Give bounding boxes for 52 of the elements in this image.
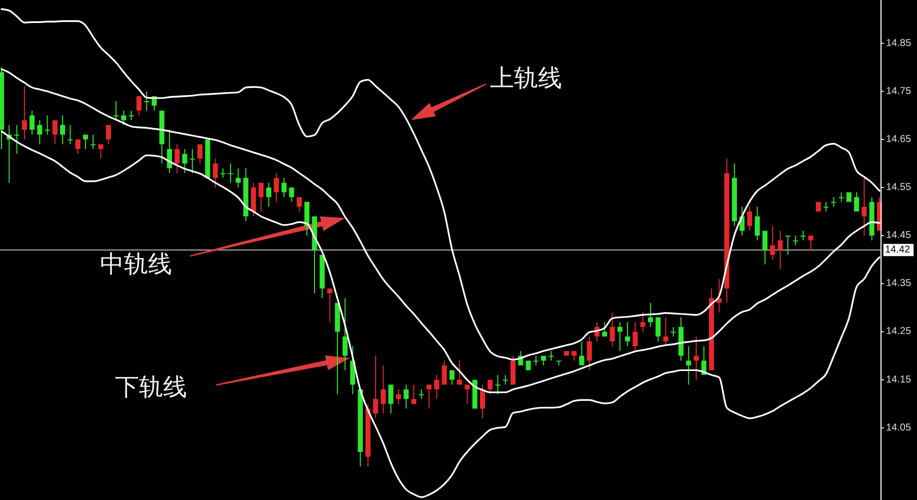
candlestick (838, 192, 844, 202)
annotation: 中轨线 (100, 250, 172, 278)
candlestick (114, 100, 119, 120)
annotation: 下轨线 (115, 373, 187, 401)
candlestick (862, 178, 867, 236)
candlestick (90, 134, 96, 150)
y-tick-label: 14.35 (886, 278, 912, 290)
line-series (0, 8, 880, 360)
candlestick (694, 336, 699, 380)
candlestick (380, 365, 386, 414)
y-tick-label: 14.55 (886, 182, 912, 193)
candlestick (579, 341, 584, 366)
candlestick (824, 202, 829, 212)
candlestick (220, 168, 226, 178)
candlestick (327, 288, 332, 322)
candlestick (190, 149, 195, 174)
candlestick (128, 110, 134, 120)
candlestick (800, 230, 806, 240)
candlestick (808, 236, 814, 250)
candlestick (548, 350, 554, 361)
candlestick (182, 149, 188, 174)
candlestick (426, 384, 432, 409)
candlestick (44, 115, 50, 135)
candlestick (228, 163, 234, 183)
candlestick (625, 322, 630, 346)
y-tick-label: 14.75 (886, 86, 912, 97)
candlestick (495, 375, 500, 394)
candlestick (792, 236, 798, 246)
ref-line-label: 14.42 (885, 244, 910, 256)
candlestick (411, 384, 416, 404)
y-tick-label: 14.85 (886, 38, 912, 49)
y-tick-label: 14.05 (886, 422, 912, 434)
y-tick-label: 14.15 (886, 374, 912, 386)
candlestick (770, 226, 776, 260)
candlestick (831, 197, 836, 207)
annotation: 上轨线 (490, 64, 562, 92)
candlestick (556, 360, 562, 366)
line-series (0, 130, 880, 498)
candlestick (464, 384, 470, 404)
candlestick (670, 326, 676, 337)
candlestick (785, 236, 790, 255)
candlestick (686, 346, 692, 385)
candlestick (14, 125, 20, 154)
candlestick (418, 389, 424, 400)
y-tick-label: 14.25 (886, 326, 912, 338)
y-tick-label: 14.45 (886, 230, 912, 242)
candlestick (22, 86, 27, 140)
candlestick (502, 375, 508, 385)
candlestick (68, 125, 73, 144)
candlestick (296, 197, 302, 212)
y-tick-label: 14.65 (886, 134, 912, 145)
candlestick (533, 356, 538, 366)
